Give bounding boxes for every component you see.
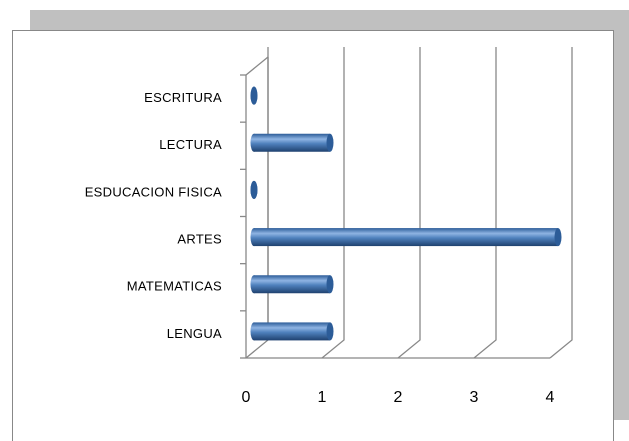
bar-end-cap xyxy=(250,180,258,199)
bar xyxy=(254,275,330,294)
x-tick-label: 2 xyxy=(394,389,403,406)
bar-end-cap xyxy=(326,133,334,152)
bar-start-cap xyxy=(250,275,258,294)
y-tick-label: ESDUCACION FISICA xyxy=(85,184,222,199)
bar-end-cap xyxy=(250,86,258,105)
bar-end-cap xyxy=(326,322,334,341)
bar xyxy=(254,228,558,247)
bar-end-cap xyxy=(554,228,562,247)
y-tick-label: MATEMATICAS xyxy=(127,279,222,294)
y-tick-label: LECTURA xyxy=(159,137,222,152)
bar xyxy=(254,133,330,152)
bar-start-cap xyxy=(250,133,258,152)
y-tick-label: ESCRITURA xyxy=(144,90,222,105)
x-tick-label: 4 xyxy=(546,389,555,406)
bar-start-cap xyxy=(250,228,258,247)
bar-end-cap xyxy=(326,275,334,294)
x-tick-label: 1 xyxy=(318,389,327,406)
bar-start-cap xyxy=(250,322,258,341)
grid-line xyxy=(397,47,421,359)
grid-line xyxy=(473,47,497,359)
y-tick-label: LENGUA xyxy=(167,326,222,341)
grid-line xyxy=(321,47,345,359)
grid-line xyxy=(549,47,573,359)
x-tick-label: 0 xyxy=(242,389,251,406)
bar xyxy=(254,322,330,341)
y-axis-back xyxy=(245,56,269,76)
x-tick-label: 3 xyxy=(470,389,479,406)
y-tick-label: ARTES xyxy=(177,232,222,247)
